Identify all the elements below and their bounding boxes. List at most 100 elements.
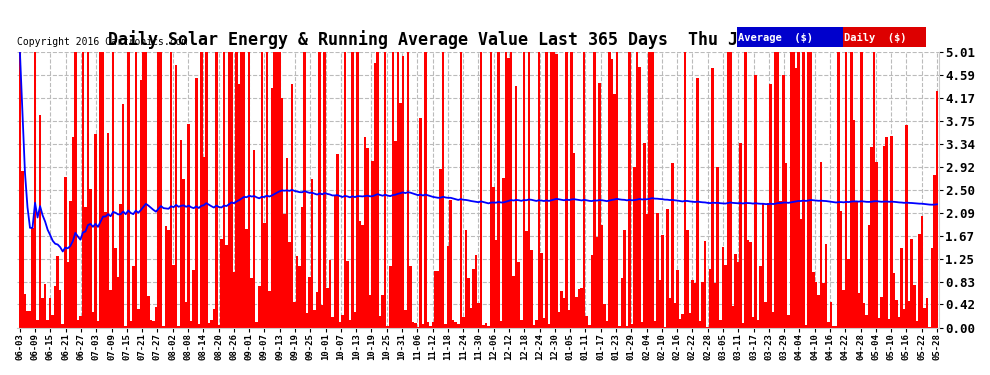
Bar — [61, 324, 64, 328]
Bar — [127, 52, 130, 328]
Bar — [306, 313, 308, 328]
Bar — [449, 200, 452, 328]
Bar — [585, 316, 588, 328]
Bar — [37, 321, 39, 328]
Bar — [651, 52, 653, 328]
Bar — [291, 84, 293, 328]
Bar — [326, 288, 329, 328]
Bar — [596, 237, 598, 328]
Bar — [263, 223, 265, 328]
Bar — [389, 266, 391, 328]
Bar — [666, 209, 668, 328]
Bar — [709, 268, 712, 328]
Bar — [314, 310, 316, 328]
Bar — [228, 52, 231, 328]
Bar — [729, 52, 732, 328]
Bar — [890, 136, 893, 328]
Bar — [363, 137, 366, 328]
Bar — [51, 315, 53, 328]
Bar — [308, 277, 311, 328]
Bar — [746, 240, 749, 328]
Bar — [280, 98, 283, 328]
Bar — [148, 296, 149, 328]
Bar — [454, 322, 457, 328]
Bar — [386, 326, 389, 328]
Bar — [462, 318, 464, 328]
Bar — [867, 225, 870, 328]
Bar — [319, 52, 321, 328]
Bar — [250, 278, 253, 328]
Bar — [648, 52, 651, 328]
Bar — [175, 65, 177, 328]
Bar — [797, 52, 800, 328]
Bar — [779, 201, 782, 328]
Bar — [895, 300, 898, 328]
Bar — [520, 320, 523, 328]
Bar — [673, 303, 676, 328]
Bar — [636, 52, 639, 328]
Bar — [565, 52, 568, 328]
Bar — [356, 52, 358, 328]
Bar — [545, 52, 547, 328]
Bar — [457, 324, 459, 328]
Bar — [523, 52, 525, 328]
Bar — [593, 52, 596, 328]
Bar — [701, 282, 704, 328]
Bar — [855, 202, 857, 328]
Bar — [490, 52, 492, 328]
Bar — [248, 52, 250, 328]
Bar — [629, 52, 631, 328]
Bar — [205, 52, 208, 328]
Bar — [918, 234, 921, 328]
Bar — [557, 312, 560, 328]
Bar — [790, 52, 792, 328]
Bar — [346, 261, 348, 328]
Bar — [828, 322, 830, 328]
Bar — [872, 52, 875, 328]
Bar — [56, 256, 59, 328]
Bar — [921, 216, 923, 328]
Bar — [34, 52, 37, 328]
Bar — [220, 240, 223, 328]
Bar — [472, 269, 474, 328]
FancyBboxPatch shape — [737, 27, 842, 47]
Bar — [200, 52, 203, 328]
Bar — [658, 280, 661, 328]
Bar — [885, 137, 888, 328]
Bar — [301, 207, 303, 328]
Bar — [684, 52, 686, 328]
Bar — [39, 115, 42, 328]
Bar — [598, 83, 601, 328]
Bar — [807, 52, 810, 328]
Bar — [122, 104, 125, 328]
Bar — [727, 52, 729, 328]
Bar — [497, 52, 500, 328]
Bar — [109, 290, 112, 328]
Bar — [293, 302, 296, 328]
Bar — [653, 321, 656, 328]
Bar — [908, 301, 911, 328]
Bar — [495, 240, 497, 328]
Bar — [162, 326, 164, 328]
Bar — [334, 196, 336, 328]
Bar — [634, 167, 636, 328]
Bar — [94, 134, 97, 328]
Bar — [42, 298, 44, 328]
Bar — [835, 326, 838, 328]
Bar — [288, 242, 291, 328]
Bar — [724, 265, 727, 328]
Bar — [384, 52, 386, 328]
Bar — [286, 158, 288, 328]
Bar — [397, 52, 399, 328]
Bar — [645, 214, 648, 328]
Bar — [802, 52, 805, 328]
Bar — [616, 52, 618, 328]
Bar — [578, 289, 580, 328]
Bar — [737, 262, 740, 328]
Bar — [515, 86, 518, 328]
Bar — [53, 286, 56, 328]
Bar — [409, 266, 412, 328]
Bar — [541, 253, 543, 328]
Bar — [679, 319, 681, 328]
Bar — [590, 255, 593, 328]
